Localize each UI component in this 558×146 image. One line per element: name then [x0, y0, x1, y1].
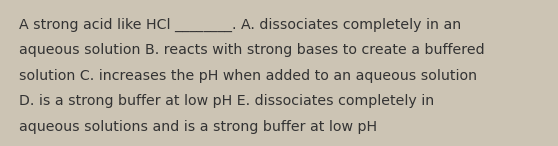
Text: aqueous solution B. reacts with strong bases to create a buffered: aqueous solution B. reacts with strong b…: [19, 43, 484, 57]
Text: A strong acid like HCl ________. A. dissociates completely in an: A strong acid like HCl ________. A. diss…: [19, 18, 461, 32]
Text: D. is a strong buffer at low pH E. dissociates completely in: D. is a strong buffer at low pH E. disso…: [19, 94, 434, 108]
Text: aqueous solutions and is a strong buffer at low pH: aqueous solutions and is a strong buffer…: [19, 120, 377, 134]
Text: solution C. increases the pH when added to an aqueous solution: solution C. increases the pH when added …: [19, 69, 477, 83]
